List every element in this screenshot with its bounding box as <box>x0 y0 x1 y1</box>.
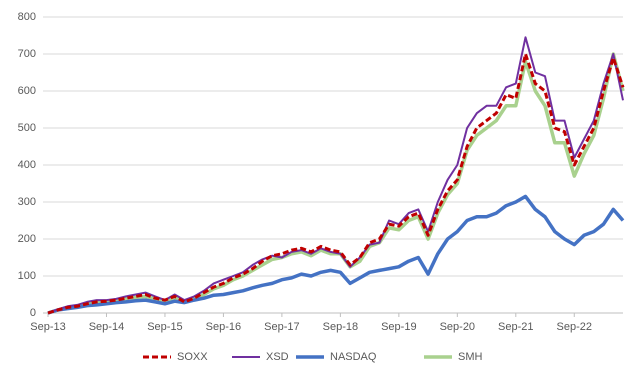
series-line <box>47 36 624 314</box>
x-tick-label: Sep-16 <box>206 321 241 333</box>
series-line <box>47 52 625 315</box>
y-tick-label: 300 <box>18 196 36 208</box>
legend-label: NASDAQ <box>330 351 377 363</box>
x-tick-label: Sep-15 <box>147 321 182 333</box>
y-tick-label: 0 <box>30 307 36 319</box>
legend-label: XSD <box>266 351 289 363</box>
x-tick-label: Sep-19 <box>381 321 416 333</box>
y-tick-label: 500 <box>18 122 36 134</box>
series-line <box>47 52 625 315</box>
x-tick-label: Sep-21 <box>498 321 533 333</box>
x-tick-label: Sep-20 <box>440 321 475 333</box>
x-tick-label: Sep-18 <box>323 321 358 333</box>
y-tick-label: 200 <box>18 233 36 245</box>
x-tick-label: Sep-13 <box>30 321 65 333</box>
y-tick-label: 100 <box>18 270 36 282</box>
x-tick-label: Sep-14 <box>89 321 124 333</box>
y-tick-label: 700 <box>18 48 36 60</box>
y-tick-label: 400 <box>18 159 36 171</box>
series-line <box>47 194 625 315</box>
x-tick-label: Sep-17 <box>264 321 299 333</box>
x-tick-label: Sep-22 <box>557 321 592 333</box>
legend-label: SMH <box>458 351 483 363</box>
y-tick-label: 800 <box>18 11 36 23</box>
y-tick-label: 600 <box>18 85 36 97</box>
legend-label: SOXX <box>177 351 208 363</box>
